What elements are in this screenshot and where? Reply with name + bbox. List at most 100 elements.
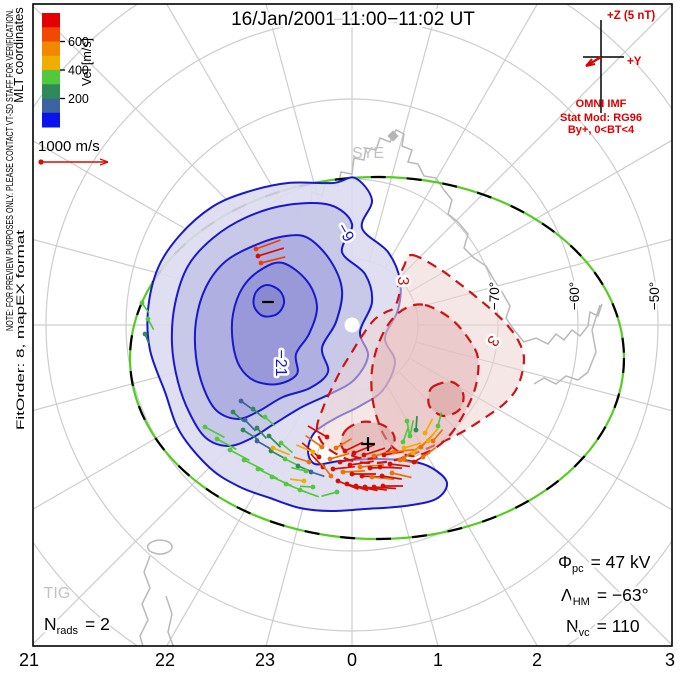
velocity-vector-dot bbox=[269, 474, 275, 480]
velocity-vector-dot bbox=[362, 484, 368, 490]
velocity-vector-dot bbox=[413, 427, 419, 433]
velocity-vector-dot bbox=[379, 473, 385, 479]
velocity-vector-tail bbox=[291, 466, 307, 472]
mlt-meridian bbox=[368, 4, 439, 262]
nvc-value: = 110 bbox=[597, 616, 640, 636]
velocity-vector-dot bbox=[397, 457, 403, 463]
mlt-hour-label: 22 bbox=[155, 650, 175, 670]
velocity-vector-dot bbox=[139, 300, 145, 306]
velocity-vector-dot bbox=[227, 447, 233, 453]
velocity-vector-dot bbox=[371, 484, 377, 490]
velocity-vector-dot bbox=[241, 457, 247, 463]
hm-boundary bbox=[128, 175, 626, 541]
velocity-vector-tail bbox=[296, 444, 314, 453]
colorbar-tick-label: 600 bbox=[68, 35, 89, 49]
colorbar-segment bbox=[42, 13, 60, 28]
velocity-vector-tail bbox=[280, 442, 294, 454]
colorbar-segment bbox=[42, 27, 60, 42]
velocity-vector-dot bbox=[435, 423, 441, 429]
velocity-vector-dot bbox=[367, 465, 373, 471]
velocity-vector-tail bbox=[310, 453, 324, 468]
velocity-vector-dot bbox=[214, 436, 220, 442]
mlt-hour-label: 0 bbox=[347, 650, 357, 670]
velocity-vector-dot bbox=[238, 398, 244, 404]
colorbar-segment bbox=[42, 70, 60, 85]
latitude-labels: −70° −60° −50° bbox=[485, 279, 665, 312]
velocity-vector-dot bbox=[334, 489, 340, 495]
velocity-vector-tail bbox=[353, 443, 375, 454]
velocity-vector-tail bbox=[229, 449, 250, 462]
velocity-vector-dot bbox=[254, 425, 260, 431]
velocity-vector-dot bbox=[351, 450, 357, 456]
mlt-hour-label: 21 bbox=[19, 650, 39, 670]
mlt-coordinates-label: MLT coordinates bbox=[11, 7, 26, 103]
velocity-vector-dot bbox=[253, 246, 259, 252]
velocity-vector-tail bbox=[335, 438, 352, 449]
colorbar-segment bbox=[42, 41, 60, 57]
positive-potential-contour bbox=[427, 380, 465, 418]
velocity-vector-tail bbox=[255, 239, 281, 250]
velocity-vector-tail bbox=[293, 456, 310, 463]
vector-count: Nvc = 110 bbox=[566, 616, 640, 639]
mlt-meridian bbox=[384, 4, 539, 269]
potential-contours bbox=[146, 176, 526, 513]
contour-level-label: −21 bbox=[272, 349, 289, 376]
velocity-vector-dot bbox=[303, 468, 309, 474]
velocity-vector-dot bbox=[401, 455, 407, 461]
nvc-subscript: vc bbox=[579, 627, 591, 639]
velocity-vector-dot bbox=[330, 466, 336, 472]
colorbar-segment bbox=[42, 98, 60, 114]
imf-conditions-label: By+, 0<BT<4 bbox=[568, 124, 635, 136]
velocity-vector-dot bbox=[278, 440, 284, 446]
velocity-vector-dot bbox=[310, 449, 316, 455]
velocity-vector-tail bbox=[243, 459, 264, 471]
contour-level-label: 3 bbox=[394, 277, 411, 286]
velocity-vector-dot bbox=[425, 438, 431, 444]
velocity-vector-dot bbox=[347, 462, 353, 468]
nvc-symbol: N bbox=[566, 616, 579, 636]
velocity-vector-tail bbox=[204, 426, 225, 439]
positive-potential-contour bbox=[370, 303, 480, 458]
lambda-symbol: Λ bbox=[561, 585, 573, 605]
velocity-vector-tail bbox=[373, 486, 397, 490]
velocity-vector-dot bbox=[430, 438, 436, 444]
coastline-island bbox=[146, 539, 173, 555]
velocity-vector-tail bbox=[256, 440, 274, 451]
velocity-vector-dot bbox=[145, 316, 151, 322]
velocity-vector-dot bbox=[282, 456, 288, 462]
velocity-vector-dot bbox=[400, 439, 406, 445]
lambda-value: = −63° bbox=[597, 585, 649, 605]
latitude-label: −70° bbox=[487, 282, 502, 310]
magnetic-pole-dot bbox=[344, 317, 360, 333]
velocity-vector-tail bbox=[272, 447, 291, 456]
velocity-vector-tail bbox=[422, 446, 437, 458]
velocity-vector-dot bbox=[324, 434, 330, 440]
velocity-vector-dot bbox=[255, 253, 261, 259]
colorbar-tick-label: 400 bbox=[68, 64, 89, 78]
velocity-vector-tail bbox=[257, 247, 285, 257]
velocity-vector-dot bbox=[242, 417, 248, 423]
velocity-vector-dot bbox=[333, 445, 339, 451]
velocity-vector-tail bbox=[257, 468, 279, 480]
latitude-label: −60° bbox=[567, 282, 582, 310]
imf-y-label: +Y bbox=[627, 56, 642, 68]
velocity-vector-dot bbox=[295, 463, 301, 469]
velocity-vector-tail bbox=[389, 463, 410, 468]
velocity-vector-dot bbox=[422, 430, 428, 436]
velocity-vector-dot bbox=[316, 454, 322, 460]
velocity-vector-dot bbox=[254, 438, 260, 444]
colorbar-segment bbox=[42, 84, 60, 99]
velocity-colorbar: 600 400 200 bbox=[42, 13, 89, 128]
station-labels: SYE TIG bbox=[44, 130, 399, 602]
velocity-vector-tail bbox=[432, 428, 444, 442]
velocity-vector-dot bbox=[377, 464, 383, 470]
velocity-vector-dot bbox=[301, 478, 307, 484]
velocity-vector-dot bbox=[308, 469, 314, 475]
negative-potential-contour bbox=[252, 284, 286, 318]
velocity-vectors bbox=[139, 239, 444, 498]
mlt-axis-labels: 21 22 23 0 1 2 3 bbox=[19, 650, 675, 670]
imf-source-label: OMNI IMF bbox=[576, 98, 627, 110]
colorbar-segment bbox=[42, 55, 60, 71]
velocity-vector-dot bbox=[270, 445, 276, 451]
